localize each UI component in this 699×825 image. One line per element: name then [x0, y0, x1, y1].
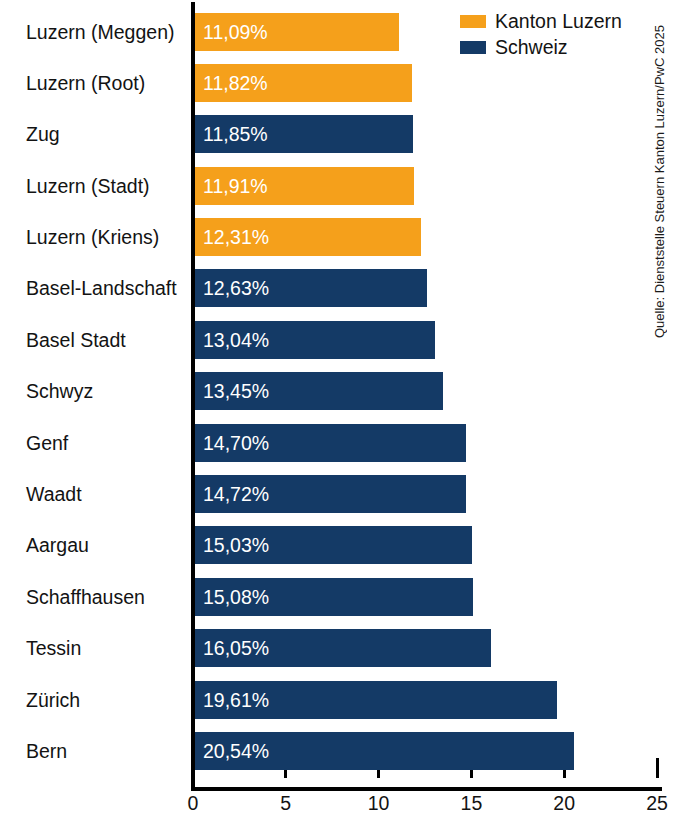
- category-label-genf: Genf: [26, 424, 68, 462]
- category-label-luzern-root: Luzern (Root): [26, 64, 145, 102]
- bar-basel-landschaft: 12,63%: [193, 269, 427, 307]
- tax-rate-bar-chart: Kanton Luzern Schweiz Quelle: Dienststel…: [0, 0, 699, 825]
- bar-bern: 20,54%: [193, 732, 574, 770]
- bar-luzern-meggen: 11,09%: [193, 13, 399, 51]
- bar-value-label: 11,91%: [193, 167, 268, 205]
- bar-value-label: 11,09%: [193, 13, 268, 51]
- x-tick-label-20: 20: [553, 792, 575, 815]
- category-label-basel-stadt: Basel Stadt: [26, 321, 126, 359]
- bar-aargau: 15,03%: [193, 526, 472, 564]
- x-tick-label-15: 15: [461, 792, 483, 815]
- bar-value-label: 12,63%: [193, 269, 269, 307]
- x-tick-label-10: 10: [368, 792, 390, 815]
- category-label-aargau: Aargau: [26, 526, 89, 564]
- category-label-luzern-stadt: Luzern (Stadt): [26, 167, 150, 205]
- bar-genf: 14,70%: [193, 424, 466, 462]
- category-label-waadt: Waadt: [26, 475, 82, 513]
- category-label-bern: Bern: [26, 732, 67, 770]
- bar-luzern-kriens: 12,31%: [193, 218, 421, 256]
- x-tick-25: [656, 758, 659, 778]
- schweiz-swatch: [460, 41, 486, 54]
- bar-value-label: 14,70%: [193, 424, 269, 462]
- category-label-luzern-kriens: Luzern (Kriens): [26, 218, 159, 256]
- bar-tessin: 16,05%: [193, 629, 491, 667]
- bar-waadt: 14,72%: [193, 475, 466, 513]
- kanton-luzern-swatch: [460, 15, 486, 28]
- x-tick-label-0: 0: [188, 792, 199, 815]
- bar-schwyz: 13,45%: [193, 372, 443, 410]
- category-label-tessin: Tessin: [26, 629, 81, 667]
- y-axis-line: [191, 2, 195, 791]
- bar-zug: 11,85%: [193, 115, 413, 153]
- legend-label-kanton-luzern: Kanton Luzern: [495, 10, 622, 33]
- bar-value-label: 14,72%: [193, 475, 269, 513]
- bar-zürich: 19,61%: [193, 681, 557, 719]
- category-label-zürich: Zürich: [26, 681, 80, 719]
- category-label-schaffhausen: Schaffhausen: [26, 578, 145, 616]
- category-label-luzern-meggen: Luzern (Meggen): [26, 13, 175, 51]
- legend-item-kanton-luzern: Kanton Luzern: [460, 8, 622, 34]
- x-tick-label-25: 25: [646, 792, 668, 815]
- legend: Kanton Luzern Schweiz: [460, 8, 622, 60]
- bar-value-label: 13,04%: [193, 321, 269, 359]
- category-label-basel-landschaft: Basel-Landschaft: [26, 269, 177, 307]
- bar-value-label: 20,54%: [193, 732, 269, 770]
- source-note: Quelle: Dienststelle Steuern Kanton Luze…: [652, 8, 672, 338]
- x-axis-line: [191, 787, 662, 791]
- bar-schaffhausen: 15,08%: [193, 578, 473, 616]
- bar-value-label: 19,61%: [193, 681, 269, 719]
- bar-value-label: 15,08%: [193, 578, 269, 616]
- bar-value-label: 12,31%: [193, 218, 269, 256]
- category-label-schwyz: Schwyz: [26, 372, 93, 410]
- bar-luzern-root: 11,82%: [193, 64, 412, 102]
- bar-basel-stadt: 13,04%: [193, 321, 435, 359]
- bar-value-label: 11,85%: [193, 115, 268, 153]
- bar-value-label: 13,45%: [193, 372, 269, 410]
- x-tick-label-5: 5: [280, 792, 291, 815]
- category-label-zug: Zug: [26, 115, 60, 153]
- legend-item-schweiz: Schweiz: [460, 34, 622, 60]
- bar-value-label: 11,82%: [193, 64, 268, 102]
- bar-value-label: 15,03%: [193, 526, 269, 564]
- legend-label-schweiz: Schweiz: [495, 36, 568, 59]
- bar-luzern-stadt: 11,91%: [193, 167, 414, 205]
- bar-value-label: 16,05%: [193, 629, 269, 667]
